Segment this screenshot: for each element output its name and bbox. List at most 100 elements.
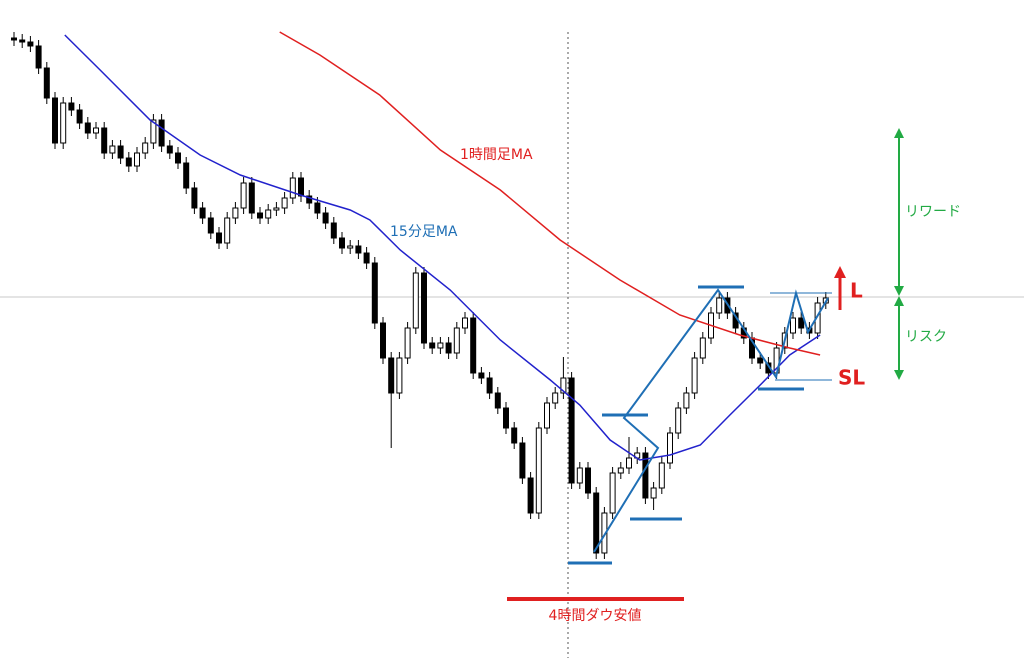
long-label: L [850, 279, 863, 303]
candle-body [273, 207, 280, 211]
candle-body [224, 217, 231, 244]
candle-body [494, 392, 501, 409]
candle-body [429, 342, 436, 349]
candle-body [281, 197, 288, 209]
candle-body [667, 432, 673, 464]
candle-body [691, 357, 698, 394]
candle-body [257, 212, 263, 219]
candle-body [93, 127, 99, 134]
candle-body [43, 67, 50, 99]
candle-body [593, 492, 600, 554]
candle-body [355, 245, 362, 254]
candle-body [437, 342, 444, 349]
rr-arrows [894, 128, 904, 380]
candle-body [109, 145, 116, 154]
low-label: 4時間ダウ安値 [549, 608, 642, 624]
candle-body [142, 142, 149, 154]
candle-body [683, 392, 690, 409]
reward-label: リワード [905, 204, 961, 220]
candle-body [289, 177, 296, 199]
candle-body [363, 252, 370, 264]
candle-body [322, 212, 329, 224]
candle-body [306, 195, 313, 204]
candle-body [699, 337, 706, 359]
arrow-head [894, 286, 904, 296]
candle-body [347, 245, 354, 249]
candle-body [470, 317, 477, 374]
candle-body [68, 102, 75, 111]
candle-body [371, 262, 378, 324]
candle-body [486, 377, 493, 394]
candle-body [117, 145, 124, 159]
candle-body [453, 327, 460, 354]
candle-body [527, 477, 534, 514]
plot [11, 31, 829, 559]
candle-body [339, 237, 345, 249]
candle-body [544, 402, 550, 429]
candle-body [790, 317, 796, 334]
candle-body [101, 127, 108, 154]
candle-body [404, 327, 411, 359]
candle-body [462, 317, 468, 329]
candle-body [191, 187, 198, 209]
candle-body [503, 407, 509, 429]
candle-body [240, 182, 247, 209]
candle-body [232, 207, 239, 219]
arrow-head [894, 128, 904, 138]
candle-body [298, 177, 304, 197]
ma-label: 1時間足MA [460, 147, 533, 163]
ma-line [64, 34, 821, 461]
candle-body [19, 39, 26, 43]
candle-body [27, 41, 34, 47]
candle-body [560, 377, 567, 394]
candle-body [207, 217, 214, 234]
candle-body [11, 37, 17, 41]
arrow-head [894, 296, 904, 306]
sl-label: SL [838, 366, 865, 390]
candle-body [585, 467, 591, 494]
candle-body [248, 182, 255, 214]
candle-body [125, 157, 132, 167]
candle-body [265, 209, 272, 219]
candle-body [330, 222, 337, 239]
candle-body [757, 357, 764, 364]
candle-body [511, 427, 518, 444]
candle-body [175, 152, 181, 164]
candle-body [35, 45, 42, 69]
candle-body [798, 317, 805, 329]
ma-label: 15分足MA [390, 224, 458, 240]
candle-body [183, 162, 190, 189]
candle-body [609, 472, 616, 514]
candle-body [552, 392, 559, 404]
arrow-head [834, 266, 846, 278]
candle-body [716, 297, 723, 314]
ma-line [279, 31, 821, 356]
candle-body [84, 122, 91, 134]
risk-label: リスク [905, 329, 947, 345]
candle-body [576, 467, 583, 484]
annotations [568, 285, 829, 565]
candle-body [216, 232, 222, 244]
candle-body [158, 119, 165, 147]
candle-body [535, 427, 542, 514]
zigzag [593, 288, 829, 553]
candle-body [626, 457, 632, 469]
candle-body [519, 442, 526, 479]
candle-body [650, 487, 657, 499]
candle-body [601, 512, 608, 554]
candle-body [314, 202, 321, 214]
candle-body [76, 109, 83, 124]
candle-body [396, 357, 403, 394]
candle-body [412, 272, 419, 329]
candle-body [445, 342, 452, 354]
candle-body [199, 207, 206, 219]
candle-body [60, 102, 67, 144]
candle-body [568, 377, 575, 484]
candle-body [421, 272, 427, 344]
candle-body [478, 372, 485, 379]
candle-body [150, 119, 157, 144]
candle-body [617, 467, 624, 474]
candle-body [380, 322, 386, 359]
candle-body [388, 357, 395, 394]
